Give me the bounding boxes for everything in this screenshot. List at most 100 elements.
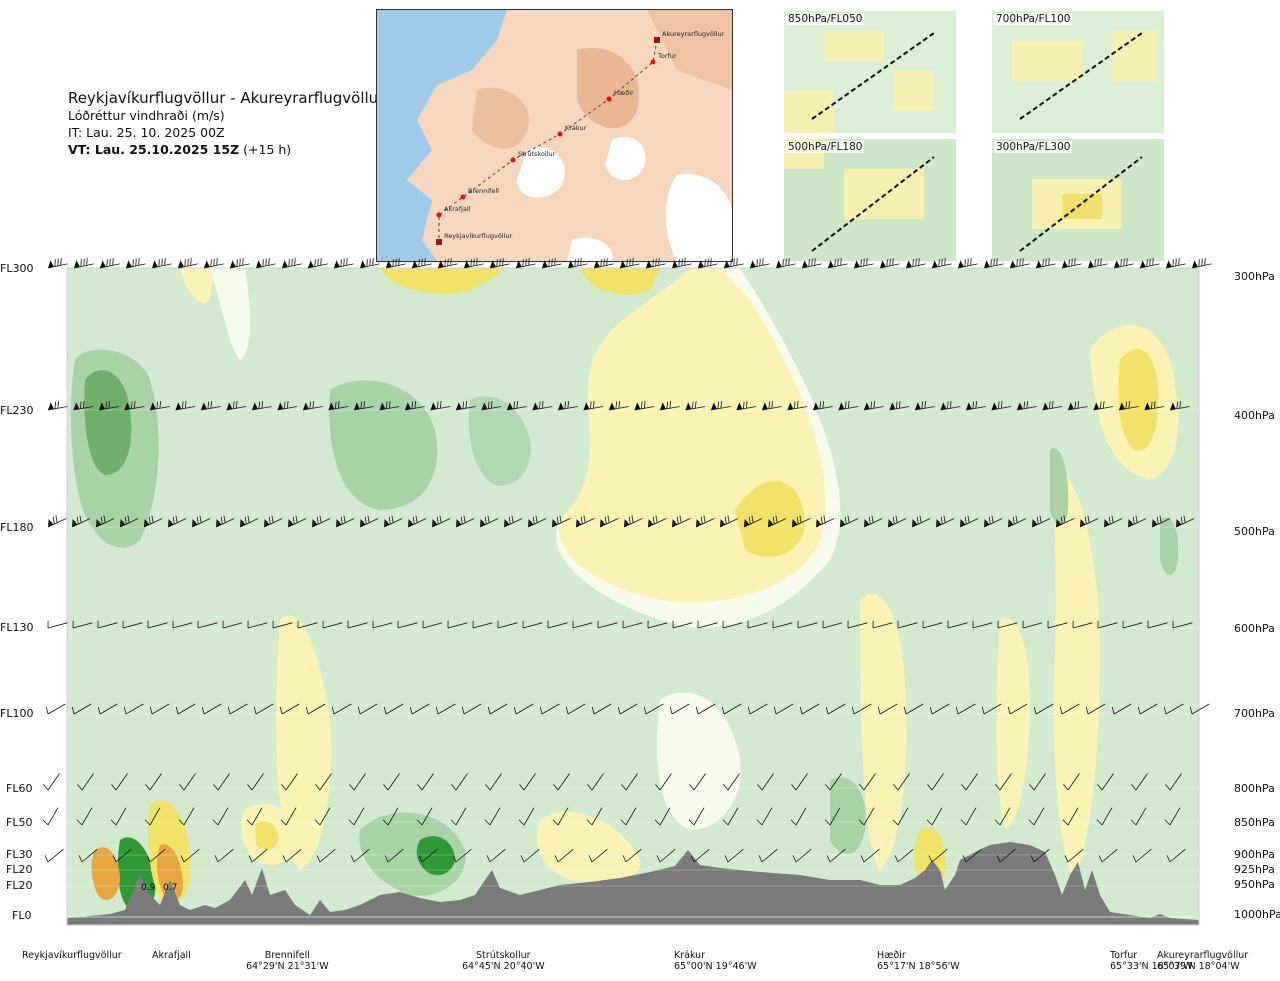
valid-offset: (+15 h)	[243, 142, 292, 157]
wind-barb	[1063, 773, 1080, 791]
thumbnail-700-label: 700hPa/FL100	[994, 13, 1073, 25]
thumbnail-700[interactable]: 700hPa/FL100	[992, 11, 1164, 133]
waypoint-coord: 64°29'N 21°31'W	[246, 961, 329, 972]
map-marker	[436, 239, 442, 245]
wind-barb	[722, 620, 743, 629]
wind-barb	[203, 258, 224, 269]
wind-barb	[947, 620, 968, 629]
wind-barb	[452, 848, 472, 863]
wind-barb	[926, 807, 943, 826]
map-marker	[460, 194, 466, 200]
waypoint-name: Strútskollur	[476, 950, 531, 961]
wind-barb	[608, 400, 629, 411]
thumbnail-850-label: 850hPa/FL050	[786, 13, 865, 25]
wind-barb	[1097, 773, 1114, 791]
wind-barb	[787, 400, 808, 411]
wind-barb	[792, 848, 812, 863]
wind-barb	[791, 773, 808, 791]
wind-barb	[430, 400, 451, 411]
wind-barb	[1079, 515, 1099, 528]
wind-barb	[672, 620, 693, 629]
wind-barb	[1118, 400, 1139, 411]
wind-barb	[253, 703, 274, 715]
wind-barb	[643, 703, 664, 715]
wind-barb	[418, 848, 438, 863]
thumbnail-850[interactable]: 850hPa/FL050	[784, 11, 956, 133]
pressure-label-400: 400hPa	[1234, 409, 1275, 422]
wind-barb	[671, 515, 691, 528]
route-map-svg: Akureyrarflugvöllur Torfur Hæðir Krákur Strú…	[377, 10, 732, 261]
wind-barb	[669, 703, 690, 715]
wind-barb	[656, 848, 676, 863]
wind-barb	[335, 515, 355, 528]
wind-barb	[461, 703, 482, 715]
thumbnail-300-label: 300hPa/FL300	[994, 141, 1073, 153]
wind-barb	[1033, 703, 1054, 715]
wind-barb	[447, 620, 468, 629]
wind-barb	[617, 703, 638, 715]
wind-barb	[747, 703, 768, 715]
wind-barb	[961, 773, 978, 791]
fl-label-230: FL230	[0, 404, 34, 417]
issue-time: IT: Lau. 25. 10. 2025 00Z	[68, 125, 225, 140]
wind-barb	[111, 773, 128, 791]
wind-barb	[583, 400, 604, 411]
wind-barb	[756, 807, 773, 826]
pressure-label-850: 850hPa	[1234, 816, 1275, 829]
wind-barb	[1030, 848, 1050, 863]
wind-barb	[1098, 848, 1118, 863]
wind-barb	[552, 807, 569, 826]
thumbnail-500[interactable]: 500hPa/FL180	[784, 139, 956, 261]
wind-barb	[935, 515, 955, 528]
wind-barb	[226, 400, 247, 411]
wind-barb	[372, 620, 393, 629]
wind-barb	[451, 773, 468, 791]
wind-barb	[588, 848, 608, 863]
waypoint-coord: 65°00'N 19°46'W	[674, 961, 757, 972]
wind-barb	[450, 807, 467, 826]
wind-barb	[586, 807, 603, 826]
wind-barb	[350, 848, 370, 863]
wind-barb	[757, 773, 774, 791]
wind-barb	[119, 515, 139, 528]
wind-barb	[73, 400, 94, 411]
wind-barb	[333, 258, 354, 269]
wind-barb	[1059, 703, 1080, 715]
wind-barb	[348, 807, 365, 826]
wind-barb	[825, 773, 842, 791]
wind-barb	[688, 807, 705, 826]
wind-barb	[455, 400, 476, 411]
wind-barb	[647, 620, 668, 629]
wind-barb	[572, 620, 593, 629]
wind-barb	[621, 773, 638, 791]
wind-barb	[222, 620, 243, 629]
wind-barb	[1172, 620, 1193, 629]
wind-barb	[353, 400, 374, 411]
wind-barb	[743, 515, 763, 528]
wind-barb	[328, 400, 349, 411]
wind-barb	[145, 773, 162, 791]
map-marker	[510, 157, 516, 163]
wind-barb	[212, 807, 229, 826]
wind-barb	[246, 807, 263, 826]
thumbnail-300[interactable]: 300hPa/FL300	[992, 139, 1164, 261]
thumbnail-500-label: 500hPa/FL180	[786, 141, 865, 153]
title-block: Reykjavíkurflugvöllur - Akureyrarflugvöl…	[68, 90, 384, 158]
wind-barb	[695, 703, 716, 715]
wind-barb	[551, 515, 571, 528]
wind-barb	[928, 848, 948, 863]
wind-barb	[149, 703, 170, 715]
map-place-label: Brennifell	[468, 187, 499, 195]
wind-barb	[455, 515, 475, 528]
wind-barb	[599, 515, 619, 528]
wind-barb	[903, 703, 924, 715]
wind-barb	[404, 400, 425, 411]
wind-barb	[1022, 620, 1043, 629]
wind-barb	[520, 848, 540, 863]
map-place-label: Strútskollur	[518, 150, 556, 158]
wind-barb	[1067, 400, 1088, 411]
wind-barb	[347, 620, 368, 629]
wind-barb	[311, 515, 331, 528]
waypoint-akrafjall: Akrafjall	[152, 950, 191, 961]
wind-barb	[1166, 848, 1186, 863]
